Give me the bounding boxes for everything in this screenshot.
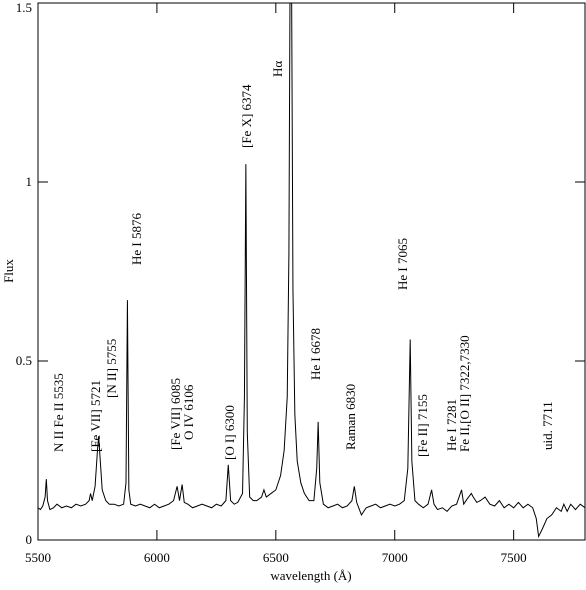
line-annotation: [Fe VII] 6085 [168,378,183,450]
y-tick-label: 0 [26,532,33,547]
line-annotation: He I 7281 [444,399,459,451]
x-tick-label: 7000 [382,550,408,565]
line-annotation: [Fe II] 7155 [415,394,430,457]
line-annotation: He I 6678 [308,328,323,380]
line-annotation: [O I] 6300 [222,405,237,460]
line-annotation: [Fe X] 6374 [239,84,254,148]
line-annotation: [Fe VII] 5721 [88,380,103,452]
spectrum-line [38,3,585,539]
line-annotation: He I 5876 [129,213,144,265]
line-annotation: uid. 7711 [540,401,555,450]
x-tick-label: 5500 [25,550,51,565]
line-annotation: O IV 6106 [181,384,196,440]
x-tick-label: 6000 [144,550,170,565]
y-tick-label: 0.5 [16,353,32,368]
y-axis-label: Flux [1,259,16,283]
line-annotation: N II Fe II 5535 [51,373,66,452]
line-annotation: [N II] 5755 [104,339,119,398]
y-tick-label: 1 [26,174,33,189]
line-annotation: Fe II,[O II] 7322,7330 [457,335,472,452]
x-tick-label: 6500 [263,550,289,565]
x-tick-label: 7500 [501,550,527,565]
x-axis-label: wavelength (Å) [270,568,351,583]
line-annotation: Hα [270,61,285,77]
line-annotation: Raman 6830 [343,384,358,450]
y-tick-label: 1.5 [16,0,32,15]
line-annotation: He I 7065 [395,238,410,290]
plot-frame [37,2,586,541]
